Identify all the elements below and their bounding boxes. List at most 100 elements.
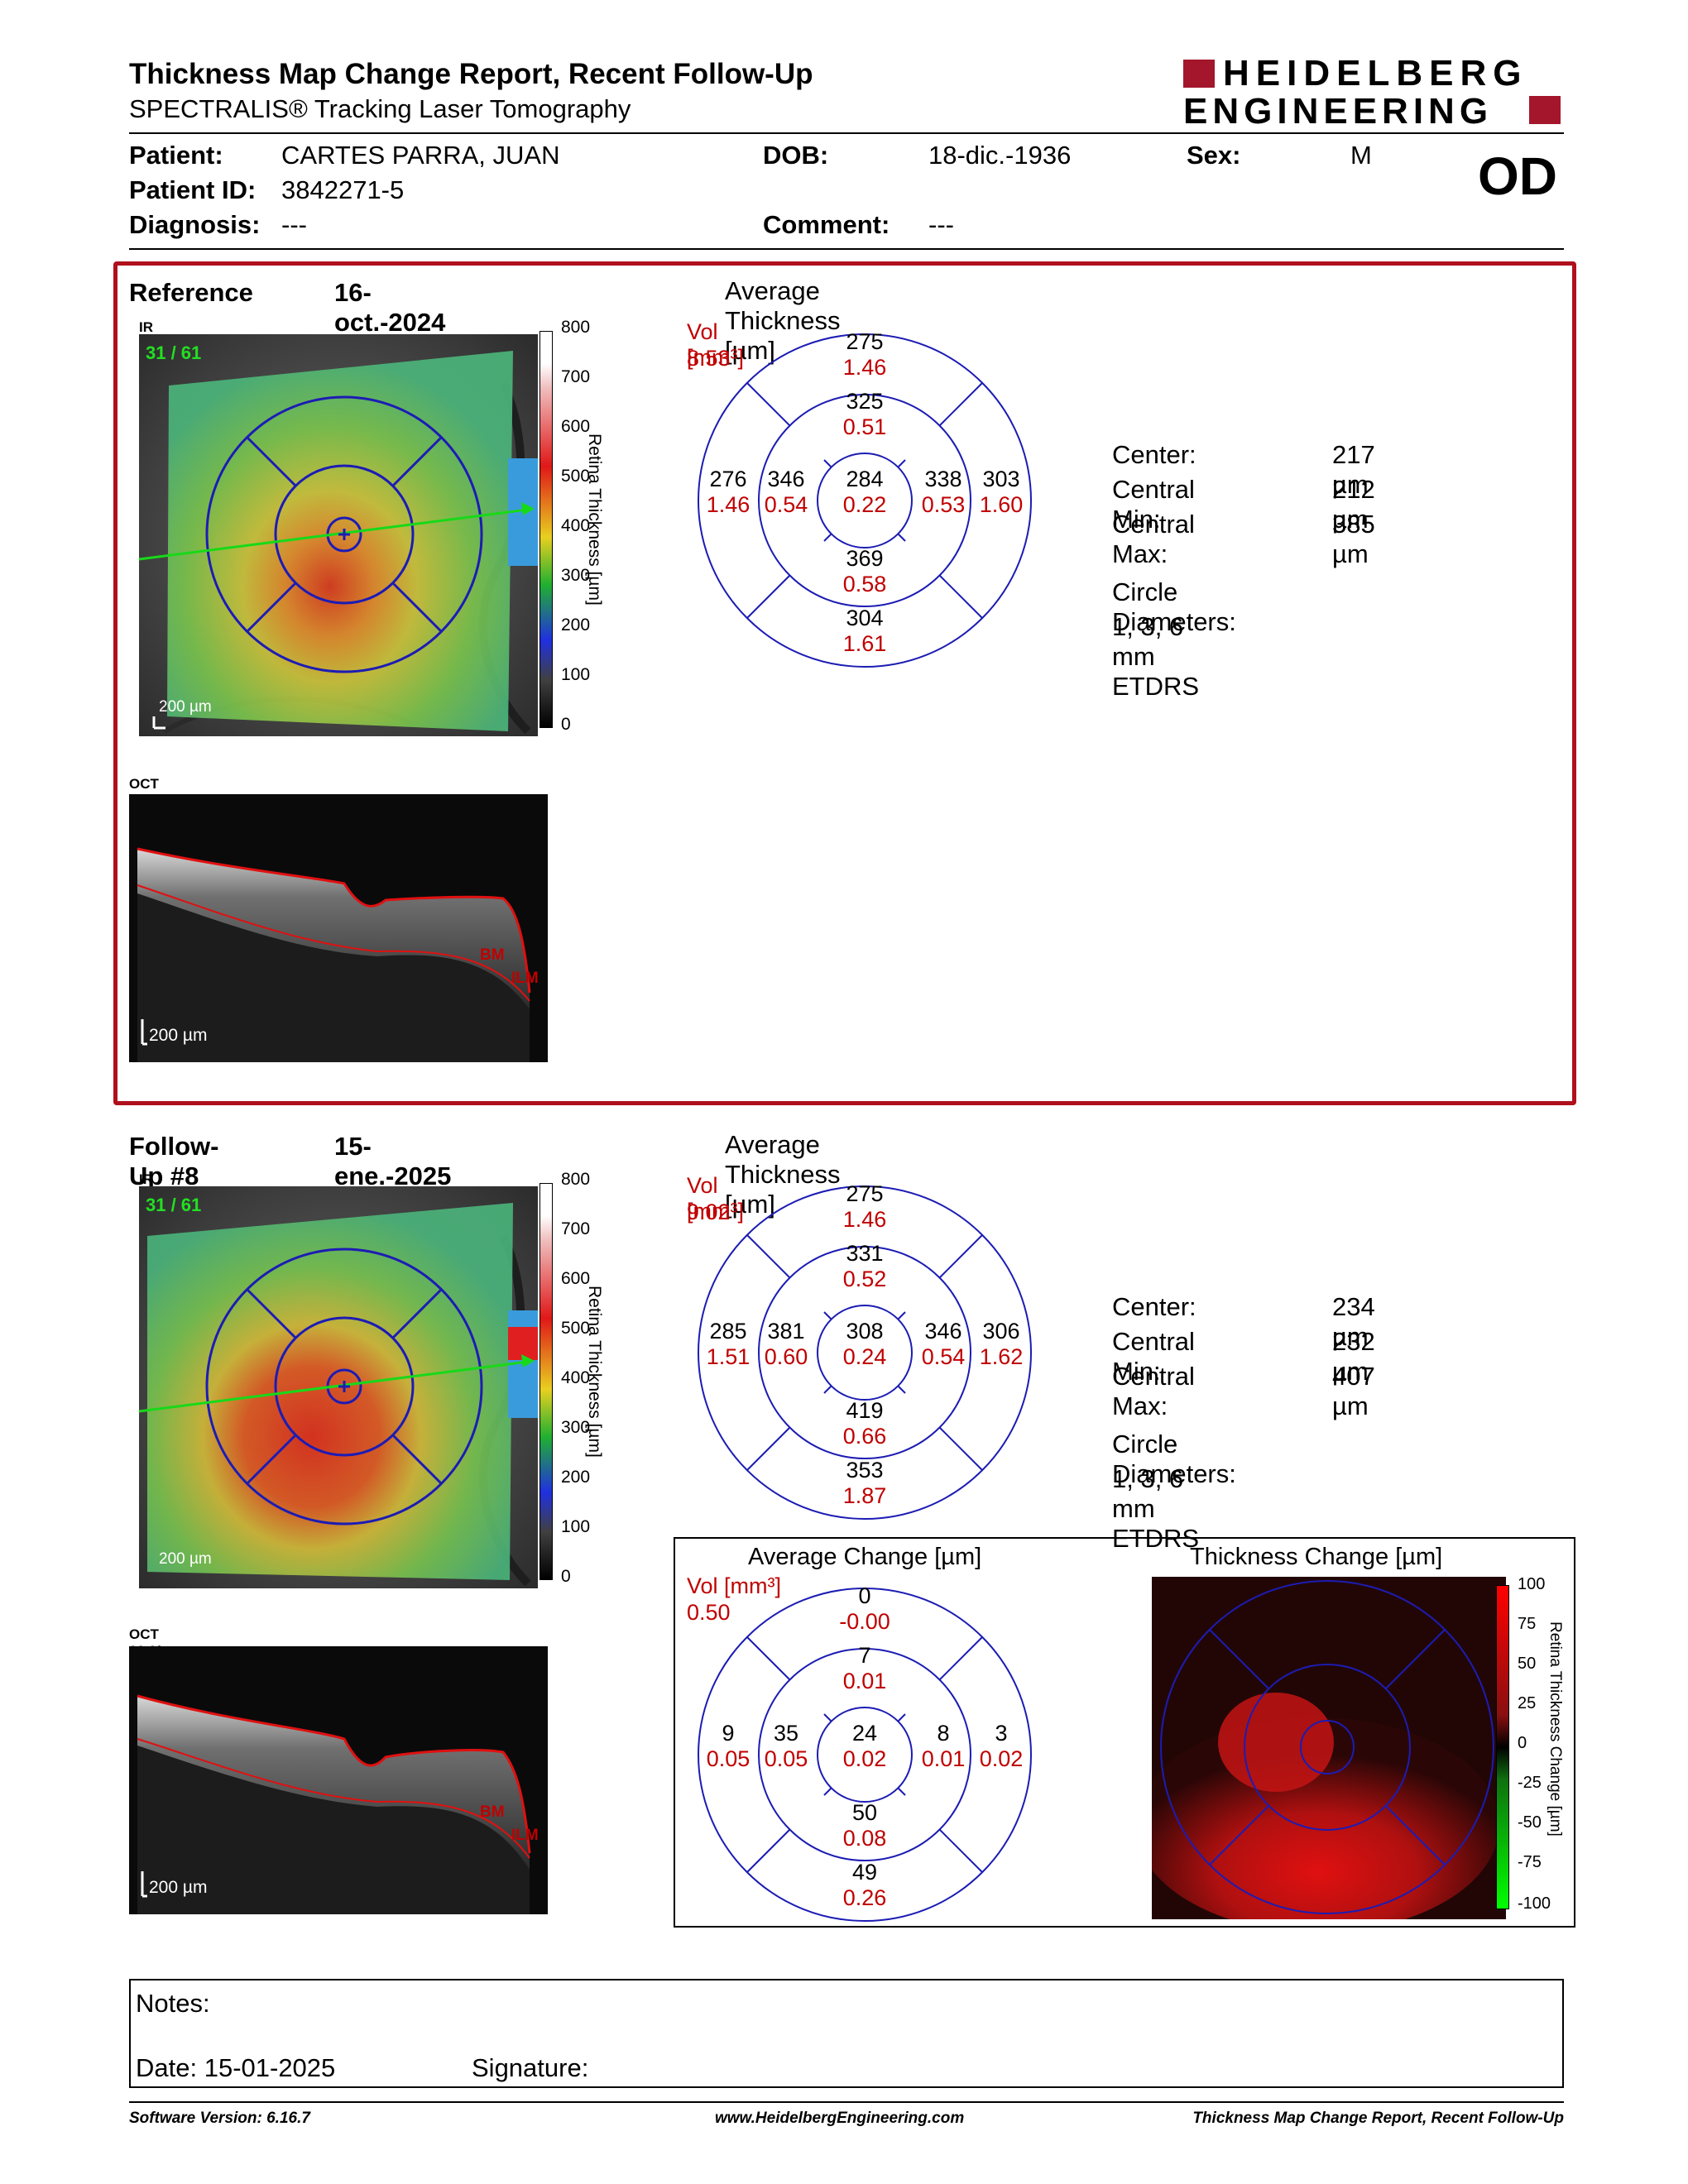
dob-value: 18-dic.-1936 — [928, 141, 1072, 170]
colorbar-tick: 0 — [561, 715, 571, 734]
thickness-colorbar — [539, 1183, 553, 1580]
sector-outer-superior: 275 1.46 — [842, 1181, 887, 1232]
change-etdrs-grid: 0 -0.00 7 0.01 9 0.05 35 0.05 24 0.02 8 0.01 3… — [695, 1583, 1034, 1924]
circle-diameters-label: Circle Diameters: — [1112, 1430, 1236, 1488]
central-min-label: Central Min: — [1112, 1327, 1195, 1386]
reference-frame — [113, 261, 1576, 1105]
sector-inner-temporal: 381 0.60 — [764, 1319, 808, 1369]
patient-label: Patient: — [129, 141, 223, 170]
colorbar-tick: 200 — [561, 615, 591, 635]
comment-value: --- — [928, 210, 954, 239]
central-max-label: Central Max: — [1112, 1362, 1195, 1420]
sector-inner-temporal: 346 0.54 — [764, 467, 808, 517]
colorbar-tick: 700 — [561, 1219, 591, 1238]
colorbar-tick: 500 — [561, 1319, 591, 1338]
colorbar-tick: 800 — [561, 1170, 591, 1189]
oct-bscan: BM ILM 200 µm — [129, 1646, 548, 1914]
sector-center: 308 0.24 — [842, 1319, 887, 1369]
circle-diameters-label: Circle Diameters: — [1112, 577, 1236, 636]
sector-outer-temporal: 9 0.05 — [706, 1721, 750, 1771]
circle-diameters-value: 1, 3, 6 mm ETDRS — [1112, 612, 1200, 701]
change-colorbar-tick: 0 — [1518, 1734, 1527, 1752]
report-subtitle: SPECTRALIS® Tracking Laser Tomography — [129, 94, 631, 123]
center-label: Center: — [1112, 1292, 1196, 1321]
dob-label: DOB: — [763, 141, 829, 170]
change-vol-label: Vol [mm³] — [687, 1573, 782, 1598]
footer-divider — [129, 2101, 1564, 2103]
center-value: 234 µm — [1332, 1292, 1375, 1351]
website-link[interactable]: www.HeidelbergEngineering.com — [715, 2110, 965, 2127]
colorbar-title: Retina Thickness [µm] — [585, 433, 604, 606]
ir-scalebar-label: 200 µm — [159, 1550, 212, 1568]
logo-square-bottom-icon — [1529, 96, 1561, 124]
sector-outer-inferior: 304 1.61 — [842, 606, 887, 656]
thickness-change-map — [1152, 1577, 1506, 1919]
colorbar-tick: 0 — [561, 1567, 571, 1586]
sector-inner-nasal: 338 0.53 — [921, 467, 966, 517]
change-colorbar-title: Retina Thickness Change [µm] — [1547, 1621, 1564, 1837]
change-colorbar-tick: 100 — [1518, 1575, 1546, 1593]
change-colorbar-tick: -100 — [1518, 1894, 1551, 1913]
change-colorbar-tick: -25 — [1518, 1774, 1542, 1792]
change-grid-title: Average Change [µm] — [748, 1544, 982, 1570]
sector-inner-superior: 7 0.01 — [842, 1643, 887, 1693]
frame-counter: 31 / 61 — [146, 1195, 202, 1215]
ir-thickness-map: 31 / 61 200 µm — [139, 334, 538, 736]
oct-marker-ilm: ILM — [511, 970, 539, 987]
sector-outer-inferior: 49 0.26 — [842, 1860, 887, 1910]
colorbar-tick: 300 — [561, 1418, 591, 1437]
header-divider — [129, 132, 1564, 134]
sector-inner-inferior: 369 0.58 — [842, 546, 887, 596]
grid-title: Average Thickness [µm] — [725, 276, 841, 365]
change-colorbar-tick: -50 — [1518, 1813, 1542, 1832]
patient-divider — [129, 248, 1564, 250]
comment-label: Comment: — [763, 210, 890, 239]
central-max-value: 407 µm — [1332, 1362, 1375, 1420]
etdrs-grid: 275 1.46 331 0.52 285 1.51 381 0.60 308 0.24 … — [695, 1181, 1034, 1522]
reference-label: Reference — [129, 278, 253, 307]
followup-label: Follow-Up #8 — [129, 1132, 219, 1190]
change-colorbar-tick: -75 — [1518, 1853, 1542, 1871]
notes-label: Notes: — [136, 1989, 210, 2018]
sector-inner-superior: 331 0.52 — [842, 1241, 887, 1291]
diagnosis-label: Diagnosis: — [129, 210, 261, 239]
change-box — [674, 1537, 1575, 1928]
oct-marker-bm: BM — [480, 1803, 505, 1821]
diagnosis-value: --- — [281, 210, 307, 239]
sector-center: 24 0.02 — [842, 1721, 887, 1771]
logo-line2: ENGINEERING — [1183, 91, 1494, 132]
sex-label: Sex: — [1187, 141, 1241, 170]
change-colorbar-tick: 25 — [1518, 1694, 1537, 1712]
patient-id-label: Patient ID: — [129, 175, 257, 204]
sector-inner-superior: 325 0.51 — [842, 389, 887, 439]
sector-inner-nasal: 8 0.01 — [921, 1721, 966, 1771]
notes-box[interactable] — [129, 1979, 1564, 2088]
vol-label: Vol [mm³] — [687, 1173, 744, 1224]
central-min-label: Central Min: — [1112, 475, 1195, 534]
oct-scalebar-label: 200 µm — [149, 1878, 208, 1897]
oct-marker-bm: BM — [480, 946, 505, 964]
sector-inner-inferior: 419 0.66 — [842, 1398, 887, 1449]
oct-marker-ilm: ILM — [511, 1827, 539, 1844]
sector-outer-temporal: 276 1.46 — [706, 467, 750, 517]
eye-laterality: OD — [1478, 146, 1557, 206]
colorbar-tick: 600 — [561, 417, 591, 436]
sector-outer-temporal: 285 1.51 — [706, 1319, 750, 1369]
center-value: 217 µm — [1332, 440, 1375, 499]
frame-counter: 31 / 61 — [146, 342, 202, 363]
report-title: Thickness Map Change Report, Recent Foll… — [129, 58, 813, 90]
thickness-colorbar — [539, 331, 553, 728]
grid-title: Average Thickness [µm] — [725, 1130, 841, 1219]
logo-square-top-icon — [1183, 60, 1215, 88]
colorbar-tick: 300 — [561, 566, 591, 585]
vol-value: 8.53 — [687, 346, 731, 371]
central-max-value: 385 µm — [1332, 510, 1375, 568]
footer-report-name: Thickness Map Change Report, Recent Foll… — [1192, 2110, 1564, 2127]
colorbar-tick: 500 — [561, 467, 591, 486]
notes-date: Date: 15-01-2025 — [136, 2053, 336, 2082]
ir-thickness-map: 31 / 61 200 µm — [139, 1186, 538, 1588]
colorbar-title: Retina Thickness [µm] — [585, 1286, 604, 1458]
sector-inner-temporal: 35 0.05 — [764, 1721, 808, 1771]
central-min-value: 212 µm — [1332, 475, 1375, 534]
central-min-value: 232 µm — [1332, 1327, 1375, 1386]
